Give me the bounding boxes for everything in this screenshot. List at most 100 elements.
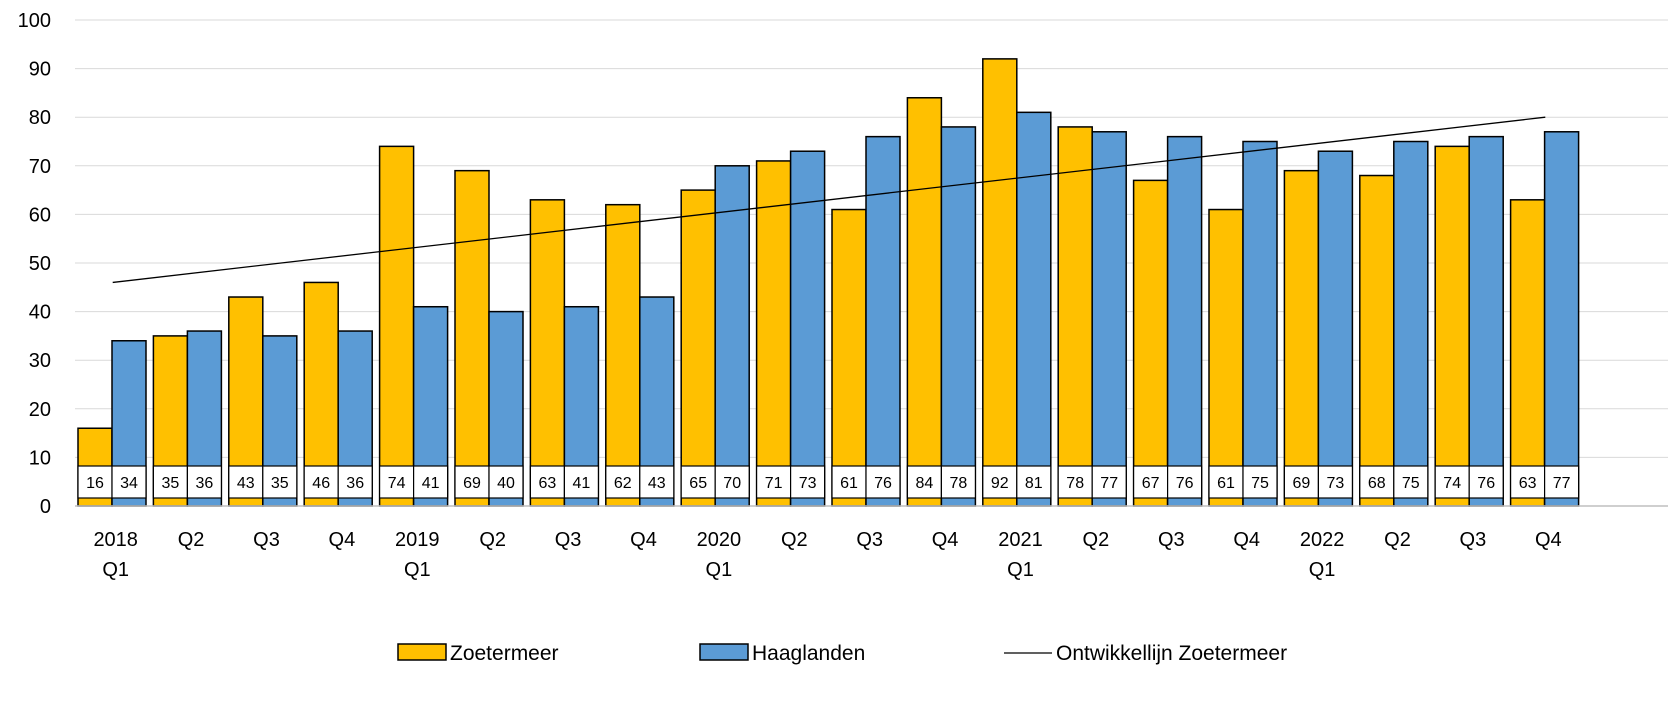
data-label-box (1468, 465, 1504, 499)
data-label-box (529, 465, 566, 499)
x-tick-label: Q2 (1083, 529, 1110, 551)
data-label: 73 (1327, 475, 1345, 492)
x-tick-label: Q4 (1233, 529, 1260, 551)
data-label-box (1166, 465, 1203, 499)
x-tick-label: 2019 (395, 529, 440, 551)
data-label: 67 (1142, 475, 1160, 492)
x-tick-label: Q4 (630, 529, 657, 551)
bar-haaglanden (1166, 135, 1203, 507)
data-label: 84 (916, 475, 934, 492)
trend-line-ontwikkellijn (112, 116, 1546, 284)
data-label: 76 (874, 475, 892, 492)
data-label: 77 (1553, 475, 1571, 492)
data-label: 69 (463, 475, 481, 492)
bar-haaglanden (1393, 140, 1429, 507)
legend-label: Ontwikkellijn Zoetermeer (1056, 642, 1287, 665)
y-tick-label: 50 (29, 253, 51, 275)
bar-haaglanden (1242, 140, 1278, 507)
data-label-box (228, 465, 264, 499)
data-labels: 16 34 35 36 43 35 46 36 74 41 69 40 63 41 62 43 65 70 71 73… (77, 465, 1580, 499)
data-label: 36 (196, 475, 214, 492)
data-label: 78 (1066, 475, 1084, 492)
legend-label: Zoetermeer (450, 642, 559, 665)
bar-zoetermeer (1283, 169, 1320, 507)
bar-zoetermeer (1359, 174, 1395, 507)
x-tick-label: 2018 (93, 529, 138, 551)
bar-zoetermeer (906, 97, 943, 507)
bars (77, 58, 1580, 507)
bar-zoetermeer (378, 145, 415, 507)
data-label-box (488, 465, 524, 499)
bar-haaglanden (940, 126, 977, 507)
data-label: 75 (1251, 475, 1269, 492)
bar-zoetermeer (1208, 208, 1244, 507)
x-tick-label: Q3 (555, 529, 582, 551)
y-tick-label: 30 (29, 350, 51, 372)
bar-zoetermeer (1434, 145, 1470, 507)
data-label: 73 (799, 475, 817, 492)
y-tick-label: 100 (18, 10, 51, 32)
data-label: 46 (312, 475, 330, 492)
data-label-box (982, 465, 1018, 499)
data-label: 35 (162, 475, 180, 492)
data-label: 76 (1477, 475, 1495, 492)
data-label-box (186, 465, 222, 499)
bar-zoetermeer (529, 199, 566, 507)
y-tick-label: 40 (29, 302, 51, 324)
data-label: 63 (539, 475, 557, 492)
legend: Zoetermeer Haaglanden Ontwikkellijn Zoeter… (397, 642, 1287, 665)
data-label-box (940, 465, 977, 499)
data-label: 16 (86, 475, 104, 492)
bar-zoetermeer (1057, 126, 1093, 507)
x-tick-label: Q1 (706, 559, 733, 581)
data-label-box (1091, 465, 1127, 499)
data-label: 40 (497, 475, 515, 492)
x-tick-label: 2022 (1300, 529, 1345, 551)
data-label-box (413, 465, 449, 499)
y-tick-label: 90 (29, 59, 51, 81)
data-label: 41 (573, 475, 591, 492)
data-label: 69 (1293, 475, 1311, 492)
x-tick-label: Q4 (932, 529, 959, 551)
x-tick-label: Q2 (781, 529, 808, 551)
data-label: 34 (120, 475, 138, 492)
bar-haaglanden (1468, 135, 1504, 507)
x-axis: 2018 Q1 Q2 Q3 Q4 2019 Q1 Q2 Q3 Q4 2020 Q1 Q2 Q3 Q4 2021… (75, 505, 1668, 581)
data-label-box (111, 465, 147, 499)
data-label-box (605, 465, 641, 499)
data-label-box (77, 465, 113, 499)
data-label: 35 (271, 475, 289, 492)
y-tick-label: 80 (29, 107, 51, 129)
data-label: 61 (1217, 475, 1235, 492)
data-label-box (1359, 465, 1395, 499)
data-label-box (337, 465, 373, 499)
bar-haaglanden (1543, 131, 1580, 507)
x-tick-label: 2021 (998, 529, 1043, 551)
x-tick-label: Q4 (329, 529, 356, 551)
data-label-box (1016, 465, 1052, 499)
y-tick-label: 10 (29, 447, 51, 469)
data-label: 74 (1443, 475, 1461, 492)
bar-haaglanden (865, 135, 901, 507)
data-label-box (563, 465, 600, 499)
bar-haaglanden (1016, 111, 1052, 507)
bar-zoetermeer (454, 169, 490, 507)
data-label-box (865, 465, 901, 499)
x-tick-label: Q2 (1384, 529, 1411, 551)
data-label: 77 (1100, 475, 1118, 492)
data-label: 74 (388, 475, 406, 492)
y-tick-label: 20 (29, 399, 51, 421)
data-label-box (1242, 465, 1278, 499)
data-label-box (1509, 465, 1546, 499)
data-label-box (262, 465, 298, 499)
data-label-box (639, 465, 675, 499)
y-tick-label: 60 (29, 204, 51, 226)
x-tick-label: Q3 (1158, 529, 1185, 551)
bar-zoetermeer (982, 58, 1018, 507)
data-label-box (906, 465, 943, 499)
data-label: 43 (237, 475, 255, 492)
data-label: 63 (1519, 475, 1537, 492)
bar-zoetermeer (680, 189, 716, 507)
data-label: 36 (346, 475, 364, 492)
